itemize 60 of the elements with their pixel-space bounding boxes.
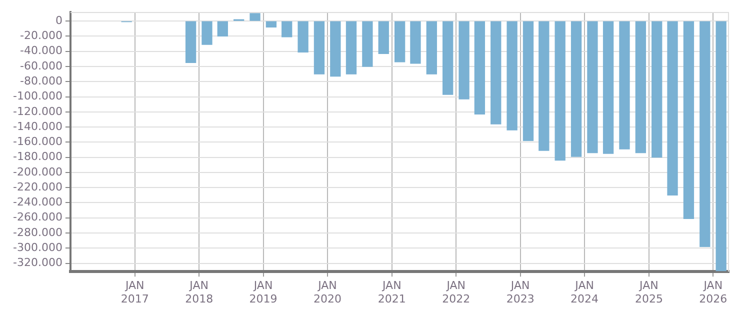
bar [522, 21, 534, 141]
bar [314, 21, 325, 74]
bar [716, 21, 726, 272]
bar [394, 21, 406, 62]
bar [652, 21, 662, 158]
x-tick-label: JAN 2024 [570, 279, 599, 306]
bar [538, 21, 550, 151]
x-tick-label: JAN 2022 [442, 279, 470, 306]
bar [330, 21, 341, 77]
x-tick-label: JAN 2025 [634, 279, 663, 306]
bar [587, 21, 598, 154]
y-tick-label: -100.000 [12, 90, 62, 103]
y-tick-label: -240.000 [12, 196, 62, 209]
bar [554, 21, 566, 161]
bar [202, 21, 212, 45]
bar [298, 21, 308, 52]
bar [602, 21, 614, 154]
bar [506, 21, 518, 130]
bar [378, 21, 389, 54]
bar [570, 21, 582, 157]
x-tick-label: JAN 2017 [120, 279, 149, 306]
bar [282, 21, 292, 38]
bar [458, 21, 470, 100]
y-tick-label: -140.000 [12, 120, 62, 133]
y-tick-label: -160.000 [12, 135, 62, 148]
y-tick-label: -260.000 [12, 210, 62, 224]
bar [362, 21, 373, 67]
y-tick-label: -320.000 [12, 256, 62, 270]
x-tick-label: JAN 2026 [699, 279, 728, 306]
bar [442, 21, 454, 95]
y-tick-label: -40.000 [20, 44, 62, 58]
y-tick-label: -80.000 [20, 74, 62, 88]
bar [619, 21, 630, 150]
y-tick-label: -220.000 [12, 180, 62, 194]
bar [683, 21, 694, 219]
bar [410, 21, 421, 64]
bar [474, 21, 486, 115]
x-tick-label: JAN 2020 [314, 279, 342, 306]
bar [250, 13, 260, 21]
bar [217, 21, 228, 37]
y-tick-label: 0 [55, 14, 62, 27]
x-tick-label: JAN 2018 [185, 279, 214, 306]
y-tick-label: -120.000 [12, 104, 62, 118]
bar [185, 21, 196, 64]
y-tick-label: -180.000 [12, 150, 62, 164]
bar [700, 21, 710, 247]
y-tick-label: -20.000 [20, 29, 62, 42]
y-tick-label: -200.000 [12, 165, 62, 178]
bar [667, 21, 678, 196]
y-tick-label: -60.000 [20, 59, 62, 72]
bar [346, 21, 357, 74]
y-tick-label: -300.000 [12, 240, 62, 254]
y-tick-label: -280.000 [12, 226, 62, 239]
x-tick-label: JAN 2023 [506, 279, 534, 306]
x-tick-label: JAN 2019 [249, 279, 278, 306]
bar [426, 21, 437, 74]
bar [266, 21, 277, 28]
x-tick-label: JAN 2021 [378, 279, 406, 306]
bar [490, 21, 502, 124]
bar [635, 21, 646, 154]
